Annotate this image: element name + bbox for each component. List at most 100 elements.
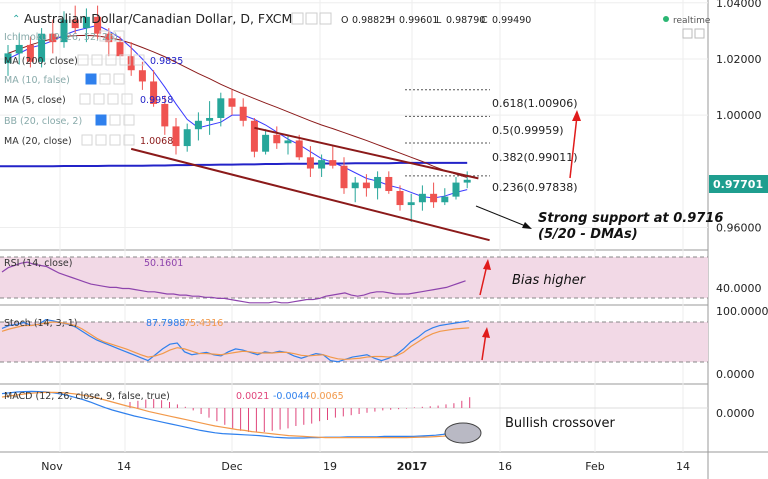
ma-line-1 (7, 34, 468, 179)
channel-upper (254, 126, 479, 180)
candle-body-21 (239, 106, 247, 121)
candle-body-29 (329, 160, 337, 166)
candle-body-11 (127, 56, 135, 71)
candle-body-9 (105, 33, 113, 43)
fib-label-0618: 0.618(1.00906) (492, 97, 578, 110)
candle-body-6 (71, 19, 79, 29)
candle-body-17 (194, 120, 202, 130)
support-annotation-line1: Strong support at 0.9716 (538, 211, 723, 226)
axis-labels: 1.04000 1.02000 1.00000 0.96000 Nov 14 Dec 19 20… (41, 0, 761, 473)
ohlc-c-label: C (481, 15, 488, 26)
candle-body-40 (452, 182, 460, 197)
symbol-title: Australian Dollar/Canadian Dollar, D, FX… (24, 11, 292, 26)
candle-body-31 (351, 182, 359, 189)
stoch-k-value: 87.7988 (146, 318, 185, 329)
ohlc-o-value: 0.98825 (352, 15, 391, 26)
candle-body-22 (250, 120, 258, 152)
arrow-up-rsi (479, 259, 491, 296)
rsi-axis-label: 40.0000 (716, 282, 762, 295)
legend-bb[interactable]: BB (20, close, 2) (4, 116, 82, 127)
channel-lower (130, 147, 490, 242)
chart-header: ⌃ Australian Dollar/Canadian Dollar, D, … (12, 11, 711, 39)
candle-body-26 (295, 140, 303, 158)
y-tick-label-1: 1.02000 (716, 53, 762, 66)
ohlc-l-label: L (436, 15, 442, 26)
stoch-panel (1, 319, 470, 363)
ma-line-0 (0, 161, 468, 168)
arrow-up-price (569, 110, 581, 179)
candle-body-24 (273, 134, 281, 144)
falling-channel (130, 126, 490, 242)
panel-control-icons[interactable] (682, 28, 705, 39)
arrow-up-stoch (481, 327, 490, 361)
fib-label-0382: 0.382(0.99011) (492, 151, 578, 164)
macd-value-3: -0.0065 (307, 391, 344, 402)
ohlc-l-value: 0.98790 (446, 15, 485, 26)
candle-body-33 (374, 176, 382, 189)
macd-signal-line (1, 391, 466, 439)
stoch-d-value: 75.4316 (184, 318, 223, 329)
x-tick-label-4: 2017 (397, 460, 428, 473)
candle-body-28 (318, 160, 326, 169)
ohlc-h-value: 0.99601 (399, 15, 438, 26)
macd-value-1: 0.0021 (236, 391, 269, 402)
fib-label-0236: 0.236(0.97838) (492, 181, 578, 194)
candle-body-38 (430, 193, 438, 203)
legend-icon-rows[interactable] (77, 30, 145, 146)
y-tick-label-2: 1.00000 (716, 109, 762, 122)
rsi-value: 50.1601 (144, 258, 183, 269)
candle-body-32 (362, 182, 370, 189)
legend-ichimoku[interactable]: Ichimoku (9, 26, 52, 26) (4, 32, 118, 43)
macd-line (1, 390, 466, 439)
x-tick-label-0: Nov (41, 460, 63, 473)
support-annotation-line2: (5/20 - DMAs) (538, 227, 638, 242)
macd-panel (0, 390, 708, 439)
candle-body-34 (385, 176, 393, 192)
candle-body-36 (407, 202, 415, 206)
candle-body-3 (38, 33, 46, 62)
ohlc-h-label: H (388, 15, 395, 26)
x-tick-label-1: 14 (117, 460, 131, 473)
candle-body-12 (138, 70, 146, 82)
collapse-icon[interactable]: ⌃ (12, 14, 20, 25)
candle-body-8 (94, 16, 102, 34)
candle-body-18 (206, 117, 214, 121)
candle-body-35 (396, 191, 404, 206)
candle-body-7 (82, 16, 90, 29)
rsi-legend[interactable]: RSI (14, close) (4, 258, 72, 269)
realtime-label: realtime (673, 16, 711, 26)
candle-body-20 (228, 98, 236, 107)
arrow-support (475, 205, 532, 229)
x-tick-label-6: Feb (585, 460, 604, 473)
legend-ma20[interactable]: MA (20, close) (4, 136, 72, 147)
header-icon-group[interactable] (291, 12, 332, 25)
indicator-legends: Ichimoku (9, 26, 52, 26) MA (200, close)… (4, 32, 183, 147)
stoch-d-line (1, 321, 470, 361)
ohlc-o-label: O (341, 15, 348, 26)
stoch-legend[interactable]: Stoch (14, 3, 1) (4, 318, 78, 329)
macd-legend[interactable]: MACD (12, 26, close, 9, false, true) (4, 391, 170, 402)
realtime-dot-icon (663, 16, 669, 22)
candle-body-16 (183, 129, 191, 147)
legend-ma200[interactable]: MA (200, close) (4, 56, 78, 67)
candle-body-27 (306, 157, 314, 169)
legend-ma5[interactable]: MA (5, close) (4, 95, 66, 106)
candlesticks (4, 5, 471, 222)
x-tick-label-3: 19 (323, 460, 337, 473)
legend-ma20-value: 1.0068 (140, 136, 173, 147)
candle-body-37 (418, 193, 426, 203)
legend-ma-hidden[interactable]: MA (10, false) (4, 75, 70, 86)
crossover-annotation: Bullish crossover (505, 416, 615, 431)
candle-body-14 (161, 103, 169, 127)
bias-annotation: Bias higher (512, 273, 587, 288)
x-tick-label-7: 14 (676, 460, 690, 473)
x-tick-label-5: 16 (498, 460, 512, 473)
candle-body-41 (463, 179, 471, 183)
price-tag-box (709, 175, 768, 193)
candle-body-1 (15, 44, 23, 54)
fib-label-05: 0.5(0.99959) (492, 124, 564, 137)
crossover-highlight (444, 422, 482, 444)
price-tag: 0.97701 (713, 178, 763, 191)
